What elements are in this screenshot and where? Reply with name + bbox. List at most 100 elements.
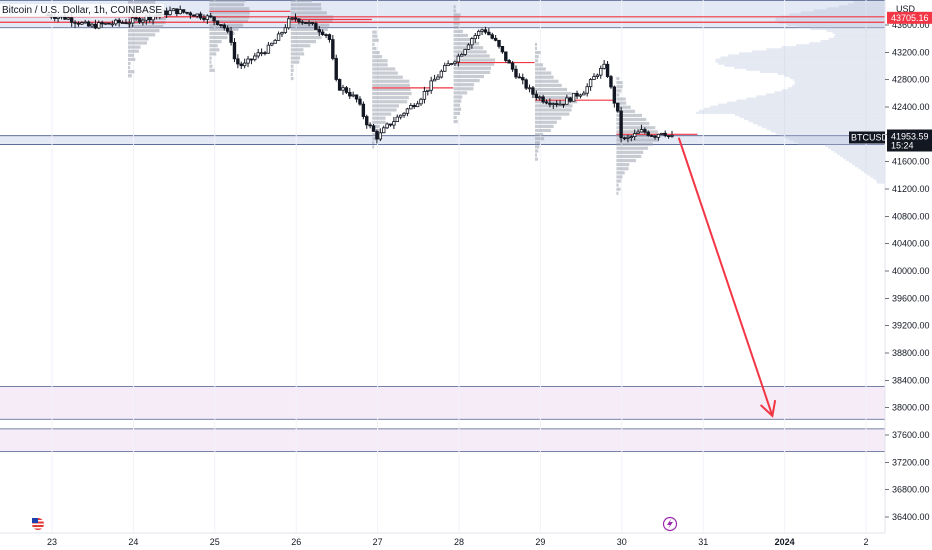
time-tick-label-6: 29 [535, 537, 545, 547]
session-bar-3-15 [372, 84, 410, 87]
candle-body [515, 69, 518, 77]
candle-body [603, 64, 606, 68]
candle [393, 117, 396, 129]
profile-bar-54 [696, 112, 885, 114]
profile-bar-11 [787, 24, 885, 26]
candle-body [254, 56, 257, 60]
candle-body [447, 64, 450, 66]
candle-body [332, 40, 335, 59]
candle-body [562, 104, 565, 105]
price-tick-label-4: 38000.00 [892, 403, 930, 413]
session-bar-2-19 [291, 0, 312, 2]
candle-body [661, 133, 664, 134]
candle-body [396, 117, 399, 121]
profile-bar-41 [792, 85, 885, 87]
session-bar-0-3 [128, 62, 131, 65]
profile-bar-88 [877, 181, 885, 183]
profile-bar-58 [749, 120, 886, 122]
session-bar-1-16 [209, 3, 244, 6]
price-tick-label-10: 40400.00 [892, 239, 930, 249]
candle-body [369, 125, 372, 126]
candle [257, 49, 260, 58]
candle-body [532, 88, 535, 94]
candle-body [559, 104, 562, 105]
candle-body [528, 88, 531, 89]
candle-body [114, 20, 117, 24]
session-bar-6-5 [616, 171, 624, 174]
candle-body [108, 23, 111, 24]
candle-body [213, 17, 216, 21]
profile-bar-45 [766, 93, 885, 95]
candle-body [287, 19, 290, 28]
candle [355, 94, 358, 102]
profile-bar-46 [756, 95, 885, 97]
session-bar-0-1 [128, 70, 134, 73]
candle [474, 33, 477, 43]
candle-body [169, 11, 172, 15]
candle [491, 33, 494, 40]
candle [338, 78, 341, 90]
session-bar-3-27 [372, 35, 377, 38]
candle-body [91, 24, 94, 26]
profile-bar-60 [758, 124, 886, 126]
candle [365, 115, 368, 129]
profile-bar-80 [855, 165, 885, 167]
profile-bar-44 [774, 91, 885, 93]
candle-body [620, 111, 623, 138]
volume-profile [696, 1, 885, 184]
session-bar-2-7 [291, 48, 304, 51]
candle [488, 28, 491, 35]
candle-body [671, 135, 674, 136]
candle-body [335, 58, 338, 79]
candle [579, 94, 582, 99]
session-bar-0-9 [128, 37, 149, 40]
time-axis[interactable]: 23 24 25 26 27 28 29 30 31 2024 2 [0, 533, 932, 550]
candle-body [555, 104, 558, 105]
price-tick-label-5: 38400.00 [892, 375, 930, 385]
candle-body [454, 62, 457, 64]
candle-body [640, 130, 643, 133]
candle-body [257, 53, 260, 56]
candle [616, 103, 619, 112]
time-tick-label-1: 24 [128, 537, 138, 547]
candle [325, 33, 328, 38]
session-bar-6-25 [616, 89, 621, 92]
candle-body [579, 95, 582, 96]
session-bar-1-15 [209, 7, 249, 10]
candle [403, 112, 406, 118]
candle-body [399, 115, 402, 117]
session-bar-4-4 [454, 104, 460, 107]
candle [254, 53, 257, 62]
candle-body [111, 24, 114, 25]
session-bar-6-7 [616, 163, 629, 166]
profile-bar-22 [781, 46, 885, 48]
candle-body [128, 23, 131, 24]
us-flag-icon [32, 518, 44, 530]
candle-body [586, 87, 589, 94]
session-bar-1-17 [209, 0, 245, 2]
candle-body [623, 138, 626, 139]
profile-bar-31 [725, 65, 885, 67]
session-bar-6-10 [616, 151, 643, 154]
candle [450, 63, 453, 65]
candle [243, 59, 246, 69]
candle-body [301, 22, 304, 23]
candle [233, 38, 236, 62]
session-bar-5-27 [535, 47, 537, 50]
candle [237, 54, 240, 68]
session-bar-5-6 [535, 133, 543, 136]
candle-body [203, 18, 206, 19]
profile-bar-14 [827, 30, 885, 32]
candle [416, 101, 419, 107]
session-bar-2-10 [291, 36, 322, 39]
zone-3 [0, 429, 885, 452]
candle-body [440, 71, 443, 77]
candle-body [138, 18, 141, 22]
profile-bar-73 [834, 151, 885, 153]
candle-body [135, 18, 138, 19]
session-bar-2-17 [291, 7, 322, 10]
candle [304, 22, 307, 23]
profile-bar-19 [820, 40, 885, 42]
session-bar-4-22 [454, 30, 463, 33]
